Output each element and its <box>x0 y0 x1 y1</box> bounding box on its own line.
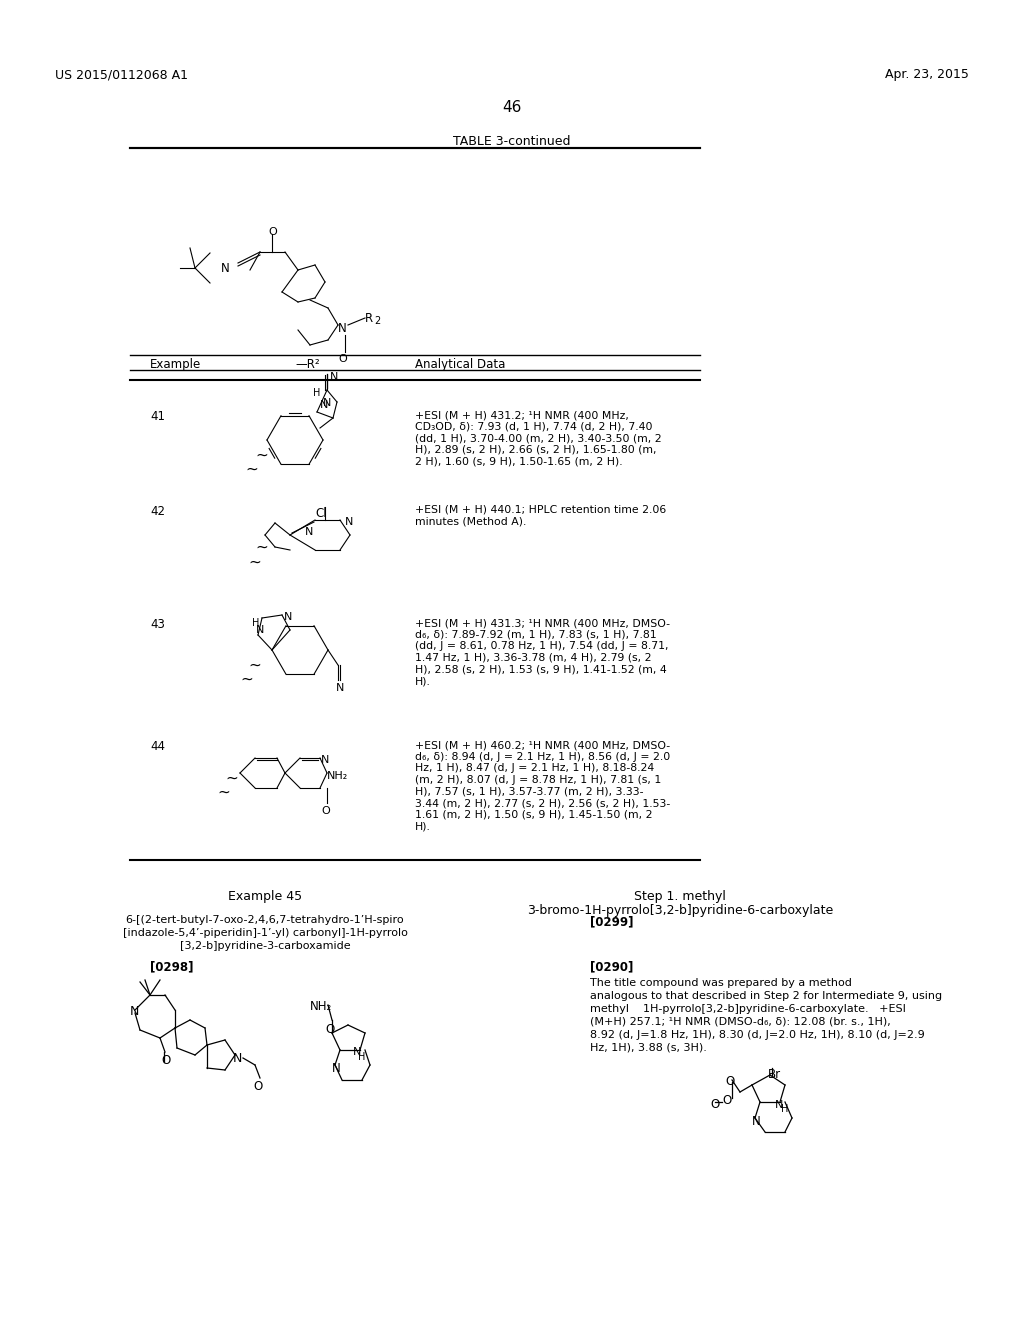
Text: R: R <box>365 312 373 325</box>
Text: ~: ~ <box>217 785 229 800</box>
Text: 6-[(2-tert-butyl-7-oxo-2,4,6,7-tetrahydro-1’H-spiro: 6-[(2-tert-butyl-7-oxo-2,4,6,7-tetrahydr… <box>126 915 404 925</box>
Text: O: O <box>710 1098 719 1111</box>
Text: methyl    1H-pyrrolo[3,2-b]pyridine-6-carboxylate.   +ESI: methyl 1H-pyrrolo[3,2-b]pyridine-6-carbo… <box>590 1005 906 1014</box>
Text: O: O <box>722 1094 731 1107</box>
Text: Step 1. methyl: Step 1. methyl <box>634 890 726 903</box>
Text: O: O <box>325 1023 334 1036</box>
Text: Analytical Data: Analytical Data <box>415 358 506 371</box>
Text: N: N <box>220 261 229 275</box>
Text: 46: 46 <box>503 100 521 115</box>
Text: 8.92 (d, J=1.8 Hz, 1H), 8.30 (d, J=2.0 Hz, 1H), 8.10 (d, J=2.9: 8.92 (d, J=1.8 Hz, 1H), 8.30 (d, J=2.0 H… <box>590 1030 925 1040</box>
Text: Apr. 23, 2015: Apr. 23, 2015 <box>885 69 969 81</box>
Text: The title compound was prepared by a method: The title compound was prepared by a met… <box>590 978 852 987</box>
Text: (M+H) 257.1; ¹H NMR (DMSO-d₆, δ): 12.08 (br. s., 1H),: (M+H) 257.1; ¹H NMR (DMSO-d₆, δ): 12.08 … <box>590 1016 891 1027</box>
Text: ~: ~ <box>225 771 238 785</box>
Text: N: N <box>338 322 347 335</box>
Text: N: N <box>130 1005 139 1018</box>
Text: Example: Example <box>150 358 202 371</box>
Text: N: N <box>284 612 293 622</box>
Text: O: O <box>161 1053 170 1067</box>
Text: O: O <box>268 227 276 238</box>
Text: Hz, 1H), 3.88 (s, 3H).: Hz, 1H), 3.88 (s, 3H). <box>590 1043 707 1053</box>
Text: O: O <box>725 1074 734 1088</box>
Text: N: N <box>319 400 329 411</box>
Text: N: N <box>321 755 330 766</box>
Text: N: N <box>330 372 338 381</box>
Text: 41: 41 <box>150 411 165 422</box>
Text: N: N <box>345 517 353 527</box>
Text: ~: ~ <box>240 672 253 686</box>
Text: —R²: —R² <box>295 358 319 371</box>
Text: [0298]: [0298] <box>150 960 194 973</box>
Text: +ESI (M + H) 431.2; ¹H NMR (400 MHz,
CD₃OD, δ): 7.93 (d, 1 H), 7.74 (d, 2 H), 7.: +ESI (M + H) 431.2; ¹H NMR (400 MHz, CD₃… <box>415 411 662 466</box>
Text: analogous to that described in Step 2 for Intermediate 9, using: analogous to that described in Step 2 fo… <box>590 991 942 1001</box>
Text: N: N <box>233 1052 243 1065</box>
Text: [0299]: [0299] <box>590 915 634 928</box>
Text: Br: Br <box>768 1068 781 1081</box>
Text: [indazole-5,4’-piperidin]-1’-yl) carbonyl]-1H-pyrrolo: [indazole-5,4’-piperidin]-1’-yl) carbony… <box>123 928 408 939</box>
Text: H: H <box>313 388 321 399</box>
Text: 2: 2 <box>374 315 380 326</box>
Text: H: H <box>358 1052 366 1063</box>
Text: O: O <box>338 354 347 364</box>
Text: N: N <box>752 1115 761 1129</box>
Text: 3-bromo-1H-pyrrolo[3,2-b]pyridine-6-carboxylate: 3-bromo-1H-pyrrolo[3,2-b]pyridine-6-carb… <box>527 904 834 917</box>
Text: N: N <box>775 1100 783 1110</box>
Text: Example 45: Example 45 <box>228 890 302 903</box>
Text: H: H <box>252 618 259 628</box>
Text: 44: 44 <box>150 741 165 752</box>
Text: 43: 43 <box>150 618 165 631</box>
Text: N: N <box>305 527 313 537</box>
Text: N: N <box>353 1047 361 1057</box>
Text: [3,2-b]pyridine-3-carboxamide: [3,2-b]pyridine-3-carboxamide <box>179 941 350 950</box>
Text: +ESI (M + H) 460.2; ¹H NMR (400 MHz, DMSO-
d₆, δ): 8.94 (d, J = 2.1 Hz, 1 H), 8.: +ESI (M + H) 460.2; ¹H NMR (400 MHz, DMS… <box>415 741 671 832</box>
Text: N: N <box>336 682 344 693</box>
Text: ~: ~ <box>248 657 261 673</box>
Text: O: O <box>321 807 330 816</box>
Text: +ESI (M + H) 431.3; ¹H NMR (400 MHz, DMSO-
d₆, δ): 7.89-7.92 (m, 1 H), 7.83 (s, : +ESI (M + H) 431.3; ¹H NMR (400 MHz, DMS… <box>415 618 670 686</box>
Text: N: N <box>256 624 264 635</box>
Text: +ESI (M + H) 440.1; HPLC retention time 2.06
minutes (Method A).: +ESI (M + H) 440.1; HPLC retention time … <box>415 506 667 527</box>
Text: US 2015/0112068 A1: US 2015/0112068 A1 <box>55 69 188 81</box>
Text: NH₂: NH₂ <box>327 771 348 781</box>
Text: 42: 42 <box>150 506 165 517</box>
Text: ~: ~ <box>245 462 258 477</box>
Text: O: O <box>253 1080 262 1093</box>
Text: N: N <box>323 399 332 408</box>
Text: NH₂: NH₂ <box>310 1001 332 1012</box>
Text: H: H <box>781 1104 788 1114</box>
Text: TABLE 3-continued: TABLE 3-continued <box>454 135 570 148</box>
Text: ~: ~ <box>255 447 267 463</box>
Text: ~: ~ <box>255 540 267 554</box>
Text: N: N <box>332 1063 341 1074</box>
Text: ~: ~ <box>248 554 261 570</box>
Text: Cl: Cl <box>315 507 327 520</box>
Text: [0290]: [0290] <box>590 960 634 973</box>
